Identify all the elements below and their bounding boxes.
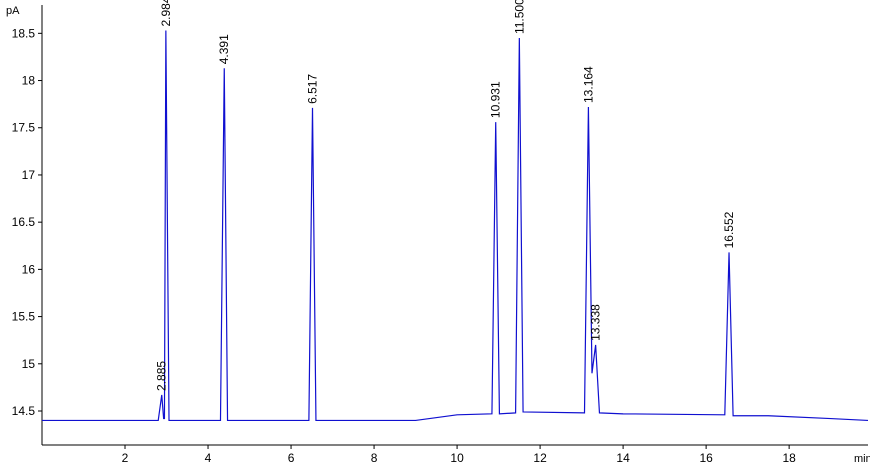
x-tick-label: 10 — [450, 451, 464, 464]
peak-label: 6.517 — [306, 74, 320, 104]
peak-label: 4.391 — [217, 34, 231, 64]
peak-label: 16.552 — [722, 211, 736, 248]
y-tick-label: 17 — [22, 168, 36, 182]
x-tick-label: 14 — [616, 451, 630, 464]
y-tick-label: 16 — [22, 262, 36, 276]
y-tick-label: 16.5 — [12, 215, 36, 229]
trace — [42, 30, 869, 422]
peak-label: 2.885 — [155, 361, 169, 391]
peak-label: 2.984 — [159, 0, 173, 26]
x-tick-label: 16 — [699, 451, 713, 464]
x-tick-label: 4 — [205, 451, 212, 464]
x-tick-label: 18 — [782, 451, 796, 464]
y-tick-label: 15 — [22, 357, 36, 371]
x-tick-label: 12 — [533, 451, 547, 464]
peak-label: 13.338 — [589, 304, 603, 341]
y-unit: pA — [6, 5, 20, 17]
peak-label: 10.931 — [489, 81, 503, 118]
x-tick-label: 8 — [371, 451, 378, 464]
y-tick-label: 18.5 — [12, 26, 36, 40]
peak-label: 11.500 — [512, 0, 526, 34]
x-unit: min — [854, 453, 870, 464]
y-tick-label: 15.5 — [12, 310, 36, 324]
y-tick-label: 18 — [22, 74, 36, 88]
peak-label: 13.164 — [581, 66, 595, 103]
x-tick-label: 2 — [122, 451, 129, 464]
y-tick-label: 17.5 — [12, 121, 36, 135]
x-tick-label: 6 — [288, 451, 295, 464]
y-tick-label: 14.5 — [12, 404, 36, 418]
